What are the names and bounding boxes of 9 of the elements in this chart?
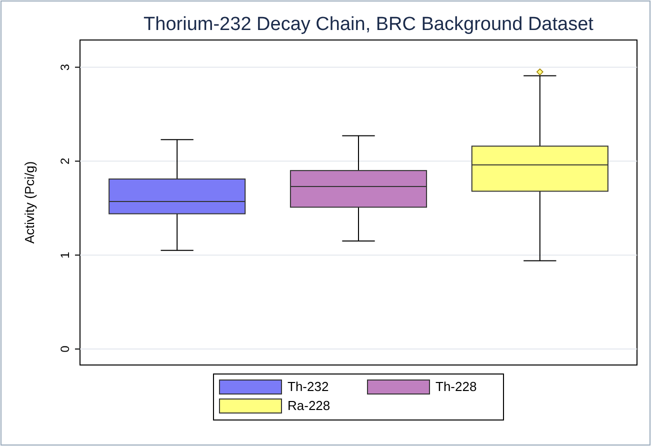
y-tick-label: 1: [58, 251, 72, 258]
y-tick-label: 2: [58, 158, 72, 165]
y-tick-label: 3: [58, 64, 72, 71]
legend-label: Th-228: [436, 379, 477, 394]
y-tick-label: 0: [58, 345, 72, 352]
legend-label: Ra-228: [288, 398, 330, 413]
legend-label: Th-232: [288, 379, 329, 394]
chart-title: Thorium-232 Decay Chain, BRC Background Dataset: [144, 14, 594, 35]
y-axis-title: Activity (Pci/g): [22, 161, 37, 244]
